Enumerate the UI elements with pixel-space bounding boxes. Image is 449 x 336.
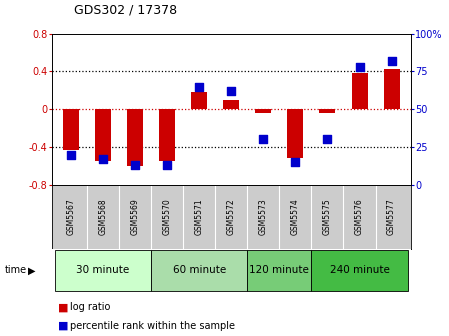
Bar <box>55 250 151 291</box>
Point <box>292 159 299 165</box>
Bar <box>287 109 304 158</box>
Text: GSM5573: GSM5573 <box>259 198 268 235</box>
Text: GSM5575: GSM5575 <box>323 198 332 235</box>
Bar <box>352 73 368 109</box>
Bar <box>247 250 312 291</box>
Point <box>67 152 75 157</box>
Text: 30 minute: 30 minute <box>76 265 130 276</box>
Bar <box>127 109 143 166</box>
Bar <box>159 109 175 161</box>
Text: time: time <box>4 265 26 276</box>
Bar <box>319 109 335 113</box>
Text: ▶: ▶ <box>28 265 35 276</box>
Point <box>228 88 235 94</box>
Bar <box>223 100 239 109</box>
Text: GDS302 / 17378: GDS302 / 17378 <box>74 4 177 17</box>
Text: 240 minute: 240 minute <box>330 265 389 276</box>
Text: GSM5576: GSM5576 <box>355 198 364 235</box>
Bar <box>383 69 400 109</box>
Point <box>260 137 267 142</box>
Bar <box>95 109 111 161</box>
Point <box>196 84 203 89</box>
Point <box>163 162 171 168</box>
Bar <box>151 250 247 291</box>
Text: ■: ■ <box>58 321 69 331</box>
Text: 120 minute: 120 minute <box>249 265 309 276</box>
Text: GSM5569: GSM5569 <box>131 198 140 235</box>
Text: GSM5570: GSM5570 <box>163 198 172 235</box>
Text: percentile rank within the sample: percentile rank within the sample <box>70 321 234 331</box>
Bar <box>312 250 408 291</box>
Bar <box>191 92 207 109</box>
Text: ■: ■ <box>58 302 69 312</box>
Bar <box>255 109 271 113</box>
Text: log ratio: log ratio <box>70 302 110 312</box>
Text: GSM5571: GSM5571 <box>195 198 204 235</box>
Text: GSM5577: GSM5577 <box>387 198 396 235</box>
Point <box>324 137 331 142</box>
Point <box>356 64 363 70</box>
Text: GSM5574: GSM5574 <box>291 198 300 235</box>
Point <box>388 58 395 64</box>
Text: 60 minute: 60 minute <box>172 265 226 276</box>
Bar <box>63 109 79 150</box>
Text: GSM5572: GSM5572 <box>227 198 236 235</box>
Point <box>132 162 139 168</box>
Text: GSM5568: GSM5568 <box>98 198 107 235</box>
Point <box>99 156 106 162</box>
Text: GSM5567: GSM5567 <box>66 198 75 235</box>
